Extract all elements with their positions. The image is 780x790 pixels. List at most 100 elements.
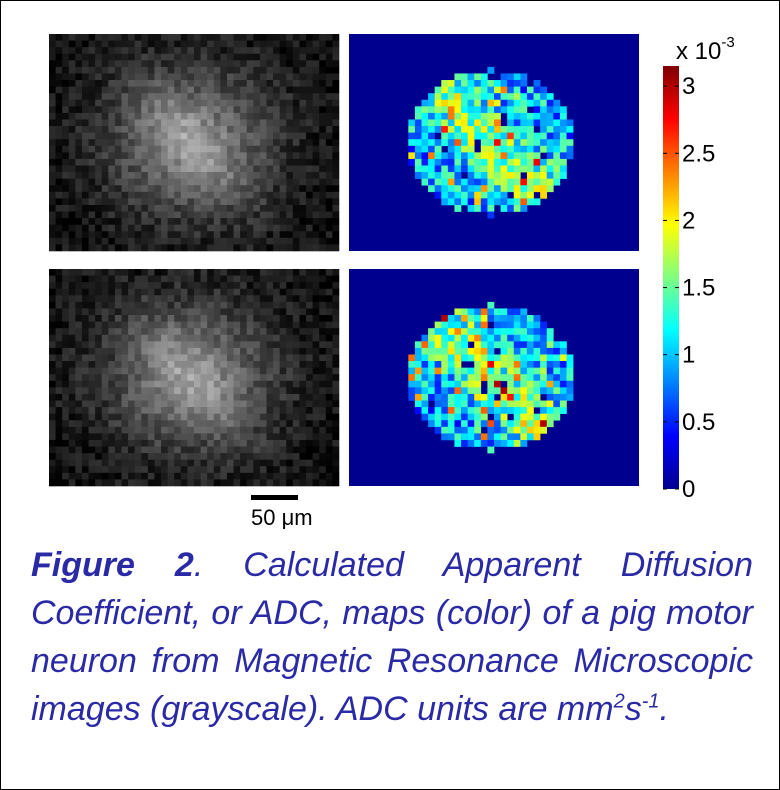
- pixel: [101, 446, 109, 454]
- pixel: [520, 374, 528, 382]
- pixel: [240, 172, 248, 179]
- pixel: [187, 367, 195, 375]
- pixel: [114, 439, 122, 447]
- pixel: [114, 288, 122, 296]
- pixel: [220, 354, 228, 362]
- pixel: [108, 60, 116, 68]
- pixel: [200, 73, 208, 81]
- pixel: [273, 413, 280, 421]
- pixel: [414, 400, 422, 408]
- pixel: [147, 446, 155, 454]
- pixel: [174, 479, 182, 487]
- pixel: [213, 439, 221, 447]
- pixel: [187, 295, 195, 303]
- pixel: [147, 341, 155, 349]
- pixel: [88, 172, 96, 179]
- pixel: [154, 301, 162, 309]
- pixel: [253, 86, 261, 94]
- pixel: [81, 380, 89, 388]
- pixel: [279, 204, 287, 212]
- pixel: [526, 367, 534, 375]
- pixel: [520, 73, 528, 81]
- pixel: [292, 139, 300, 147]
- pixel: [306, 93, 313, 101]
- pixel: [147, 119, 155, 127]
- pixel: [259, 433, 267, 441]
- pixel: [121, 172, 129, 179]
- pixel: [154, 479, 162, 487]
- pixel: [62, 301, 70, 309]
- pixel: [480, 191, 488, 199]
- pixel: [286, 341, 294, 349]
- pixel: [200, 374, 208, 382]
- pixel: [207, 152, 215, 160]
- pixel: [434, 86, 442, 94]
- pixel: [154, 282, 162, 290]
- pixel: [273, 334, 280, 342]
- pixel: [480, 367, 488, 375]
- pixel: [128, 191, 135, 199]
- pixel: [108, 420, 116, 428]
- pixel: [167, 393, 175, 401]
- pixel: [220, 439, 228, 447]
- pixel: [55, 198, 63, 206]
- pixel: [134, 347, 142, 355]
- pixel: [526, 334, 534, 342]
- pixel: [68, 66, 76, 74]
- pixel: [147, 269, 155, 276]
- pixel: [88, 367, 96, 375]
- pixel: [441, 119, 449, 127]
- pixel: [180, 472, 188, 480]
- pixel: [461, 119, 468, 127]
- pixel: [88, 198, 96, 206]
- pixel: [292, 126, 300, 133]
- pixel: [259, 191, 267, 199]
- pixel: [167, 66, 175, 74]
- pixel: [226, 426, 234, 434]
- pixel: [167, 40, 175, 48]
- pixel: [474, 420, 482, 428]
- pixel: [312, 328, 320, 336]
- pixel: [312, 459, 320, 467]
- pixel: [447, 361, 455, 368]
- pixel: [533, 321, 541, 329]
- pixel: [114, 99, 122, 107]
- pixel: [332, 99, 340, 107]
- pixel: [147, 231, 155, 239]
- pixel: [55, 244, 63, 252]
- pixel: [454, 185, 462, 193]
- pixel: [114, 400, 122, 408]
- pixel: [101, 453, 109, 460]
- pixel: [434, 393, 442, 401]
- pixel: [200, 459, 208, 467]
- pixel: [546, 361, 554, 368]
- pixel: [253, 282, 261, 290]
- pixel: [319, 158, 327, 166]
- pixel: [533, 165, 541, 173]
- pixel: [134, 374, 142, 382]
- pixel: [467, 106, 475, 114]
- pixel: [95, 446, 103, 454]
- pixel: [533, 393, 541, 401]
- pixel: [441, 99, 449, 107]
- pixel: [147, 479, 155, 487]
- pixel: [332, 119, 340, 127]
- pixel: [434, 341, 442, 349]
- pixel: [213, 446, 221, 454]
- pixel: [114, 453, 122, 460]
- pixel: [513, 341, 521, 349]
- pixel: [279, 73, 287, 81]
- pixel: [253, 466, 261, 474]
- pixel: [161, 308, 168, 316]
- pixel: [306, 112, 313, 120]
- pixel: [207, 393, 215, 401]
- pixel: [566, 367, 574, 375]
- pixel: [325, 126, 333, 133]
- pixel: [253, 185, 261, 193]
- pixel: [259, 106, 267, 114]
- pixel: [408, 367, 416, 375]
- pixel: [68, 99, 76, 107]
- pixel: [226, 433, 234, 441]
- pixel: [474, 407, 482, 414]
- pixel: [494, 334, 501, 342]
